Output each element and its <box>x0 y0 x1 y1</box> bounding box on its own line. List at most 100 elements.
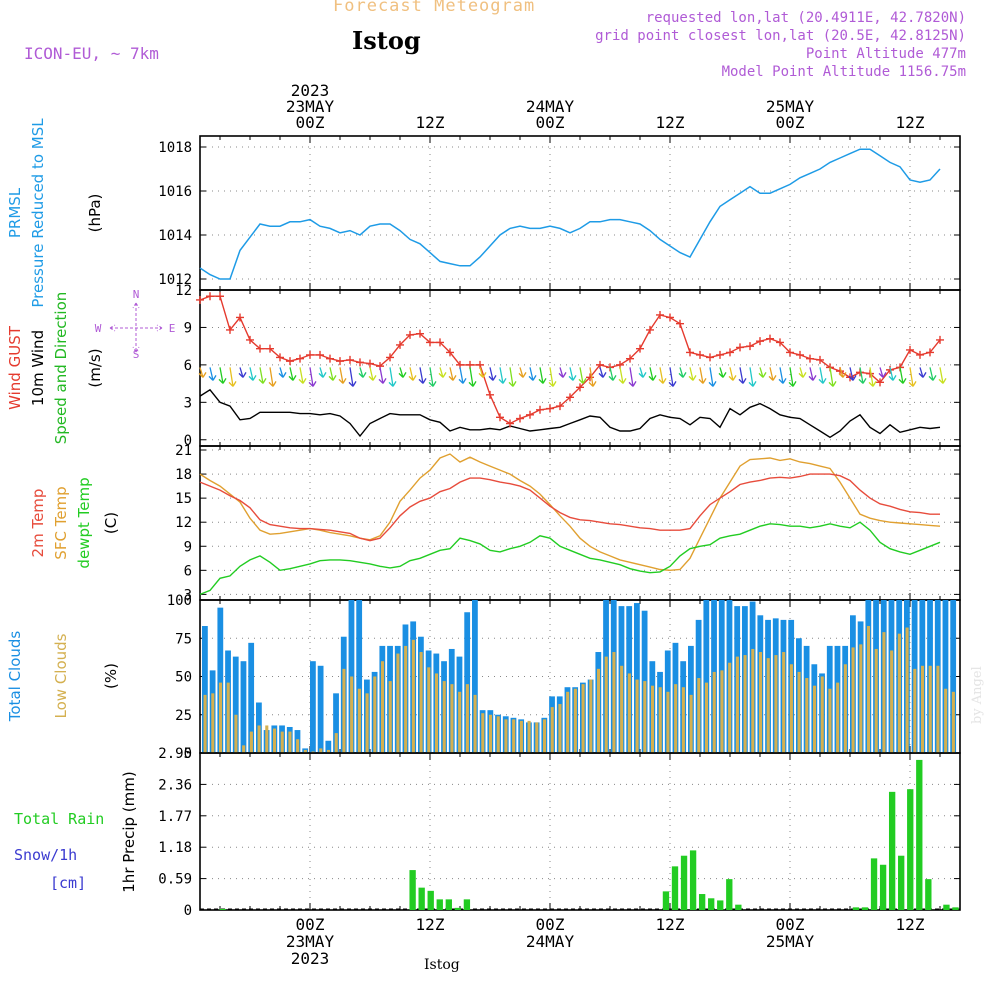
gust-marker <box>296 354 304 363</box>
gust-marker <box>286 357 294 366</box>
wind-direction-arrow <box>608 367 617 381</box>
top-time-label: 25MAY <box>766 97 815 116</box>
gust-marker <box>486 390 494 399</box>
low-cloud-bar <box>535 722 539 753</box>
wind-direction-arrow <box>538 367 547 384</box>
temp-tick-label: 3 <box>184 587 192 603</box>
gust-marker <box>656 310 664 319</box>
temp-tick-label: 9 <box>184 539 192 555</box>
wind-direction-arrow <box>728 367 737 381</box>
pressure-frame <box>199 135 961 291</box>
bottom-time-label: 12Z <box>416 915 445 934</box>
rain-bar <box>427 890 434 910</box>
wind-direction-arrow <box>678 367 687 378</box>
compass-e: E <box>169 322 176 335</box>
low-cloud-bar <box>234 714 238 753</box>
low-cloud-bar <box>488 714 493 753</box>
pressure-tick-label: 1016 <box>158 184 192 200</box>
wind-direction-arrow <box>908 367 917 387</box>
compass-arrows <box>109 302 163 353</box>
gust-marker <box>756 337 764 346</box>
wind-direction-arrow <box>318 367 327 378</box>
low-cloud-bar <box>272 728 277 753</box>
point-altitude: Point Altitude 477m <box>805 46 966 62</box>
wind-direction-arrow <box>448 367 457 381</box>
total-cloud-bar <box>248 642 255 753</box>
wind-tick-label: 6 <box>184 358 192 374</box>
wind-direction-arrow <box>298 367 307 384</box>
precip-panel: 0 0.59 1.18 1.77 2.36 2.95 <box>158 746 961 919</box>
rain-bar <box>925 879 932 910</box>
low-cloud-bar <box>782 652 786 753</box>
bottom-time-label: 25MAY <box>766 932 815 951</box>
low-cloud-bar <box>820 676 824 753</box>
gust-marker <box>196 295 204 304</box>
bottom-time-label: 24MAY <box>526 932 575 951</box>
top-time-label: 23MAY <box>286 97 335 116</box>
low-cloud-bar <box>905 627 909 753</box>
low-cloud-bar <box>357 688 361 753</box>
precip-unit: 1hr Precip (mm) <box>120 771 138 892</box>
top-time-label: 2023 <box>291 81 330 100</box>
rain-bar <box>409 870 416 910</box>
low-cloud-bar <box>296 739 300 753</box>
total-cloud-bar <box>202 626 208 753</box>
wind-direction-arrow <box>708 367 717 387</box>
bottom-time-label: 00Z <box>776 915 805 934</box>
low-cloud-bar <box>319 748 323 753</box>
low-cloud-bar <box>928 665 932 753</box>
low-cloud-bar <box>735 656 739 753</box>
low-cloud-bar <box>226 682 230 753</box>
bottom-time-label: 00Z <box>296 915 325 934</box>
wind-direction-arrow <box>898 367 907 384</box>
gust-marker <box>746 342 754 351</box>
low-cloud-bar <box>458 691 462 753</box>
precip-tick-label: 2.36 <box>158 777 192 793</box>
low-cloud-bar <box>388 681 392 753</box>
wind-label-dir: Speed and Direction <box>52 292 70 445</box>
low-cloud-bar <box>627 673 631 753</box>
wind-direction-arrow <box>838 367 847 378</box>
low-cloud-bar <box>828 688 832 753</box>
rain-bar <box>680 855 688 910</box>
wind-direction-arrow <box>378 367 387 384</box>
low-cloud-bar <box>612 652 616 753</box>
rain-bar <box>726 879 733 910</box>
gust-marker <box>316 350 324 359</box>
pressure-label-prmsl: PRMSL <box>6 187 24 238</box>
temp-label-sfc: SFC Temp <box>52 486 70 559</box>
gust-marker <box>636 344 644 353</box>
chart-title: Forecast Meteogram <box>333 0 536 16</box>
wind-direction-arrow <box>748 367 757 387</box>
low-cloud-bar <box>519 720 523 753</box>
top-time-label: 12Z <box>656 113 685 132</box>
wind-direction-arrow <box>738 367 747 384</box>
gust-marker <box>916 350 924 359</box>
precip-label-cm: [cm] <box>50 874 86 892</box>
low-cloud-bar <box>882 632 886 753</box>
gust-marker <box>576 383 584 392</box>
sfc-temp-line <box>199 453 941 572</box>
pressure-unit: (hPa) <box>86 194 104 233</box>
wind-direction-arrow <box>568 367 577 381</box>
temp-label-dewpt: dewpt Temp <box>75 477 93 568</box>
cloud-tick-label: 100 <box>167 593 192 609</box>
low-cloud-bar <box>797 671 801 753</box>
top-time-label: 12Z <box>416 113 445 132</box>
low-cloud-bar <box>481 713 485 753</box>
temp-tick-label: 12 <box>175 515 192 531</box>
wind-unit: (m/s) <box>86 348 104 387</box>
low-cloud-bar <box>674 684 678 753</box>
precip-tick-label: 0 <box>184 903 192 919</box>
low-cloud-bar <box>566 691 570 753</box>
gust-marker <box>876 378 884 387</box>
wind-direction-arrow <box>918 367 927 378</box>
gust-marker <box>626 354 634 363</box>
wind-direction-arrow <box>478 367 487 378</box>
gust-marker <box>426 338 434 347</box>
gust-marker <box>496 413 504 422</box>
low-cloud-bar <box>643 681 647 753</box>
wind-direction-arrow <box>258 367 267 384</box>
rain-bar <box>219 908 226 910</box>
